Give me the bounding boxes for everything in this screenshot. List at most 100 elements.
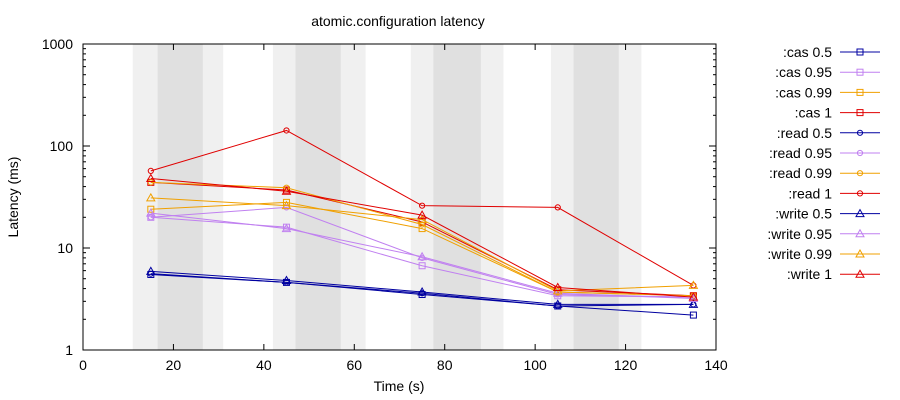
legend-item: :cas 0.99 (775, 84, 880, 100)
series-line (150, 273, 694, 307)
legend-label: :read 0.95 (769, 145, 832, 161)
series-line (150, 181, 694, 297)
x-tick-label: 140 (704, 357, 728, 373)
legend: :cas 0.5 :cas 0.95 :cas 0.99 :cas 1 :read 0.… (767, 44, 880, 282)
data-point (418, 291, 426, 299)
data-point (145, 266, 156, 275)
data-point (145, 208, 156, 217)
y-tick-label: 1 (65, 342, 73, 358)
data-point (147, 179, 154, 186)
data-point (418, 262, 426, 270)
axes-layer: 0 20 40 60 80 100 120 140 1 10 100 1000 (42, 36, 728, 373)
legend-marker (855, 228, 865, 238)
series-line (150, 129, 694, 286)
data-point (283, 127, 290, 134)
data-point (147, 270, 154, 277)
data-point (417, 251, 427, 261)
band-layer (132, 44, 642, 350)
legend-label: :cas 0.99 (775, 84, 832, 100)
data-point (418, 225, 426, 233)
data-point (281, 275, 292, 285)
data-point (688, 280, 699, 289)
chart-title: atomic.configuration latency (311, 13, 485, 29)
legend-label: :read 0.99 (769, 165, 832, 181)
data-point (419, 202, 426, 209)
legend-label: :cas 1 (795, 105, 833, 121)
legend-marker (856, 109, 864, 117)
legend-marker (855, 269, 865, 278)
time-band-5 (433, 44, 481, 350)
data-point (281, 223, 292, 233)
x-axis-label: Time (s) (374, 378, 425, 394)
legend-item: :cas 0.5 (783, 44, 880, 60)
data-point (417, 287, 427, 296)
data-point (554, 204, 561, 211)
legend-label: :read 0.5 (777, 125, 832, 141)
series-write-0-99 (145, 192, 699, 295)
legend-label: :cas 0.5 (783, 44, 832, 60)
data-point (554, 302, 561, 310)
legend-label: :write 0.95 (767, 226, 832, 242)
legend-label: :write 0.5 (775, 206, 832, 222)
series-write-0-95 (145, 208, 699, 302)
x-tick-label: 80 (437, 357, 453, 373)
y-tick-label: 1000 (42, 36, 73, 52)
legend-marker (856, 170, 864, 177)
legend-marker (856, 129, 864, 136)
y-tick-label: 10 (57, 240, 73, 256)
time-band-7 (573, 44, 619, 350)
data-point (552, 282, 563, 291)
data-point (145, 192, 156, 202)
series-layer (145, 127, 699, 319)
legend-item: :read 1 (788, 185, 880, 201)
series-write-1 (145, 173, 699, 301)
legend-marker (856, 68, 864, 76)
series-line (150, 197, 694, 292)
data-point (689, 311, 697, 319)
data-point (281, 186, 292, 195)
legend-marker (855, 208, 865, 218)
x-tick-label: 120 (614, 357, 638, 373)
series-line (150, 212, 694, 299)
x-tick-label: 40 (256, 357, 272, 373)
series-write-0-5 (145, 266, 699, 308)
legend-item: :write 0.99 (767, 246, 880, 262)
data-point (688, 292, 699, 301)
data-point (552, 288, 563, 297)
legend-label: :write 1 (787, 266, 832, 282)
data-point (283, 184, 290, 191)
data-point (281, 200, 292, 210)
legend-item: :write 0.5 (775, 206, 880, 222)
legend-marker (856, 88, 864, 96)
y-axis-label: Latency (ms) (5, 157, 21, 238)
data-point (147, 214, 154, 221)
legend-item: :cas 0.95 (775, 64, 880, 80)
x-tick-label: 0 (79, 357, 87, 373)
data-point (283, 204, 290, 211)
legend-item: :write 1 (787, 266, 880, 282)
x-tick-label: 60 (346, 357, 362, 373)
time-band-1 (157, 44, 203, 350)
legend-marker (855, 248, 865, 258)
data-point (552, 299, 563, 308)
data-point (283, 279, 290, 286)
y-tick-label: 100 (50, 138, 74, 154)
plot-frame (82, 43, 717, 351)
data-point (688, 293, 699, 302)
x-tick-label: 20 (166, 357, 182, 373)
legend-label: :read 1 (788, 185, 832, 201)
legend-item: :read 0.95 (769, 145, 880, 161)
data-point (417, 214, 427, 224)
data-point (147, 205, 155, 213)
legend-item: :write 0.95 (767, 226, 880, 242)
legend-item: :read 0.99 (769, 165, 880, 181)
legend-marker (856, 149, 864, 157)
legend-item: :cas 1 (795, 105, 880, 121)
series-line (150, 270, 694, 305)
legend-item: :read 0.5 (777, 125, 880, 141)
series-line (150, 178, 694, 298)
legend-marker (856, 48, 864, 56)
data-point (688, 299, 699, 308)
